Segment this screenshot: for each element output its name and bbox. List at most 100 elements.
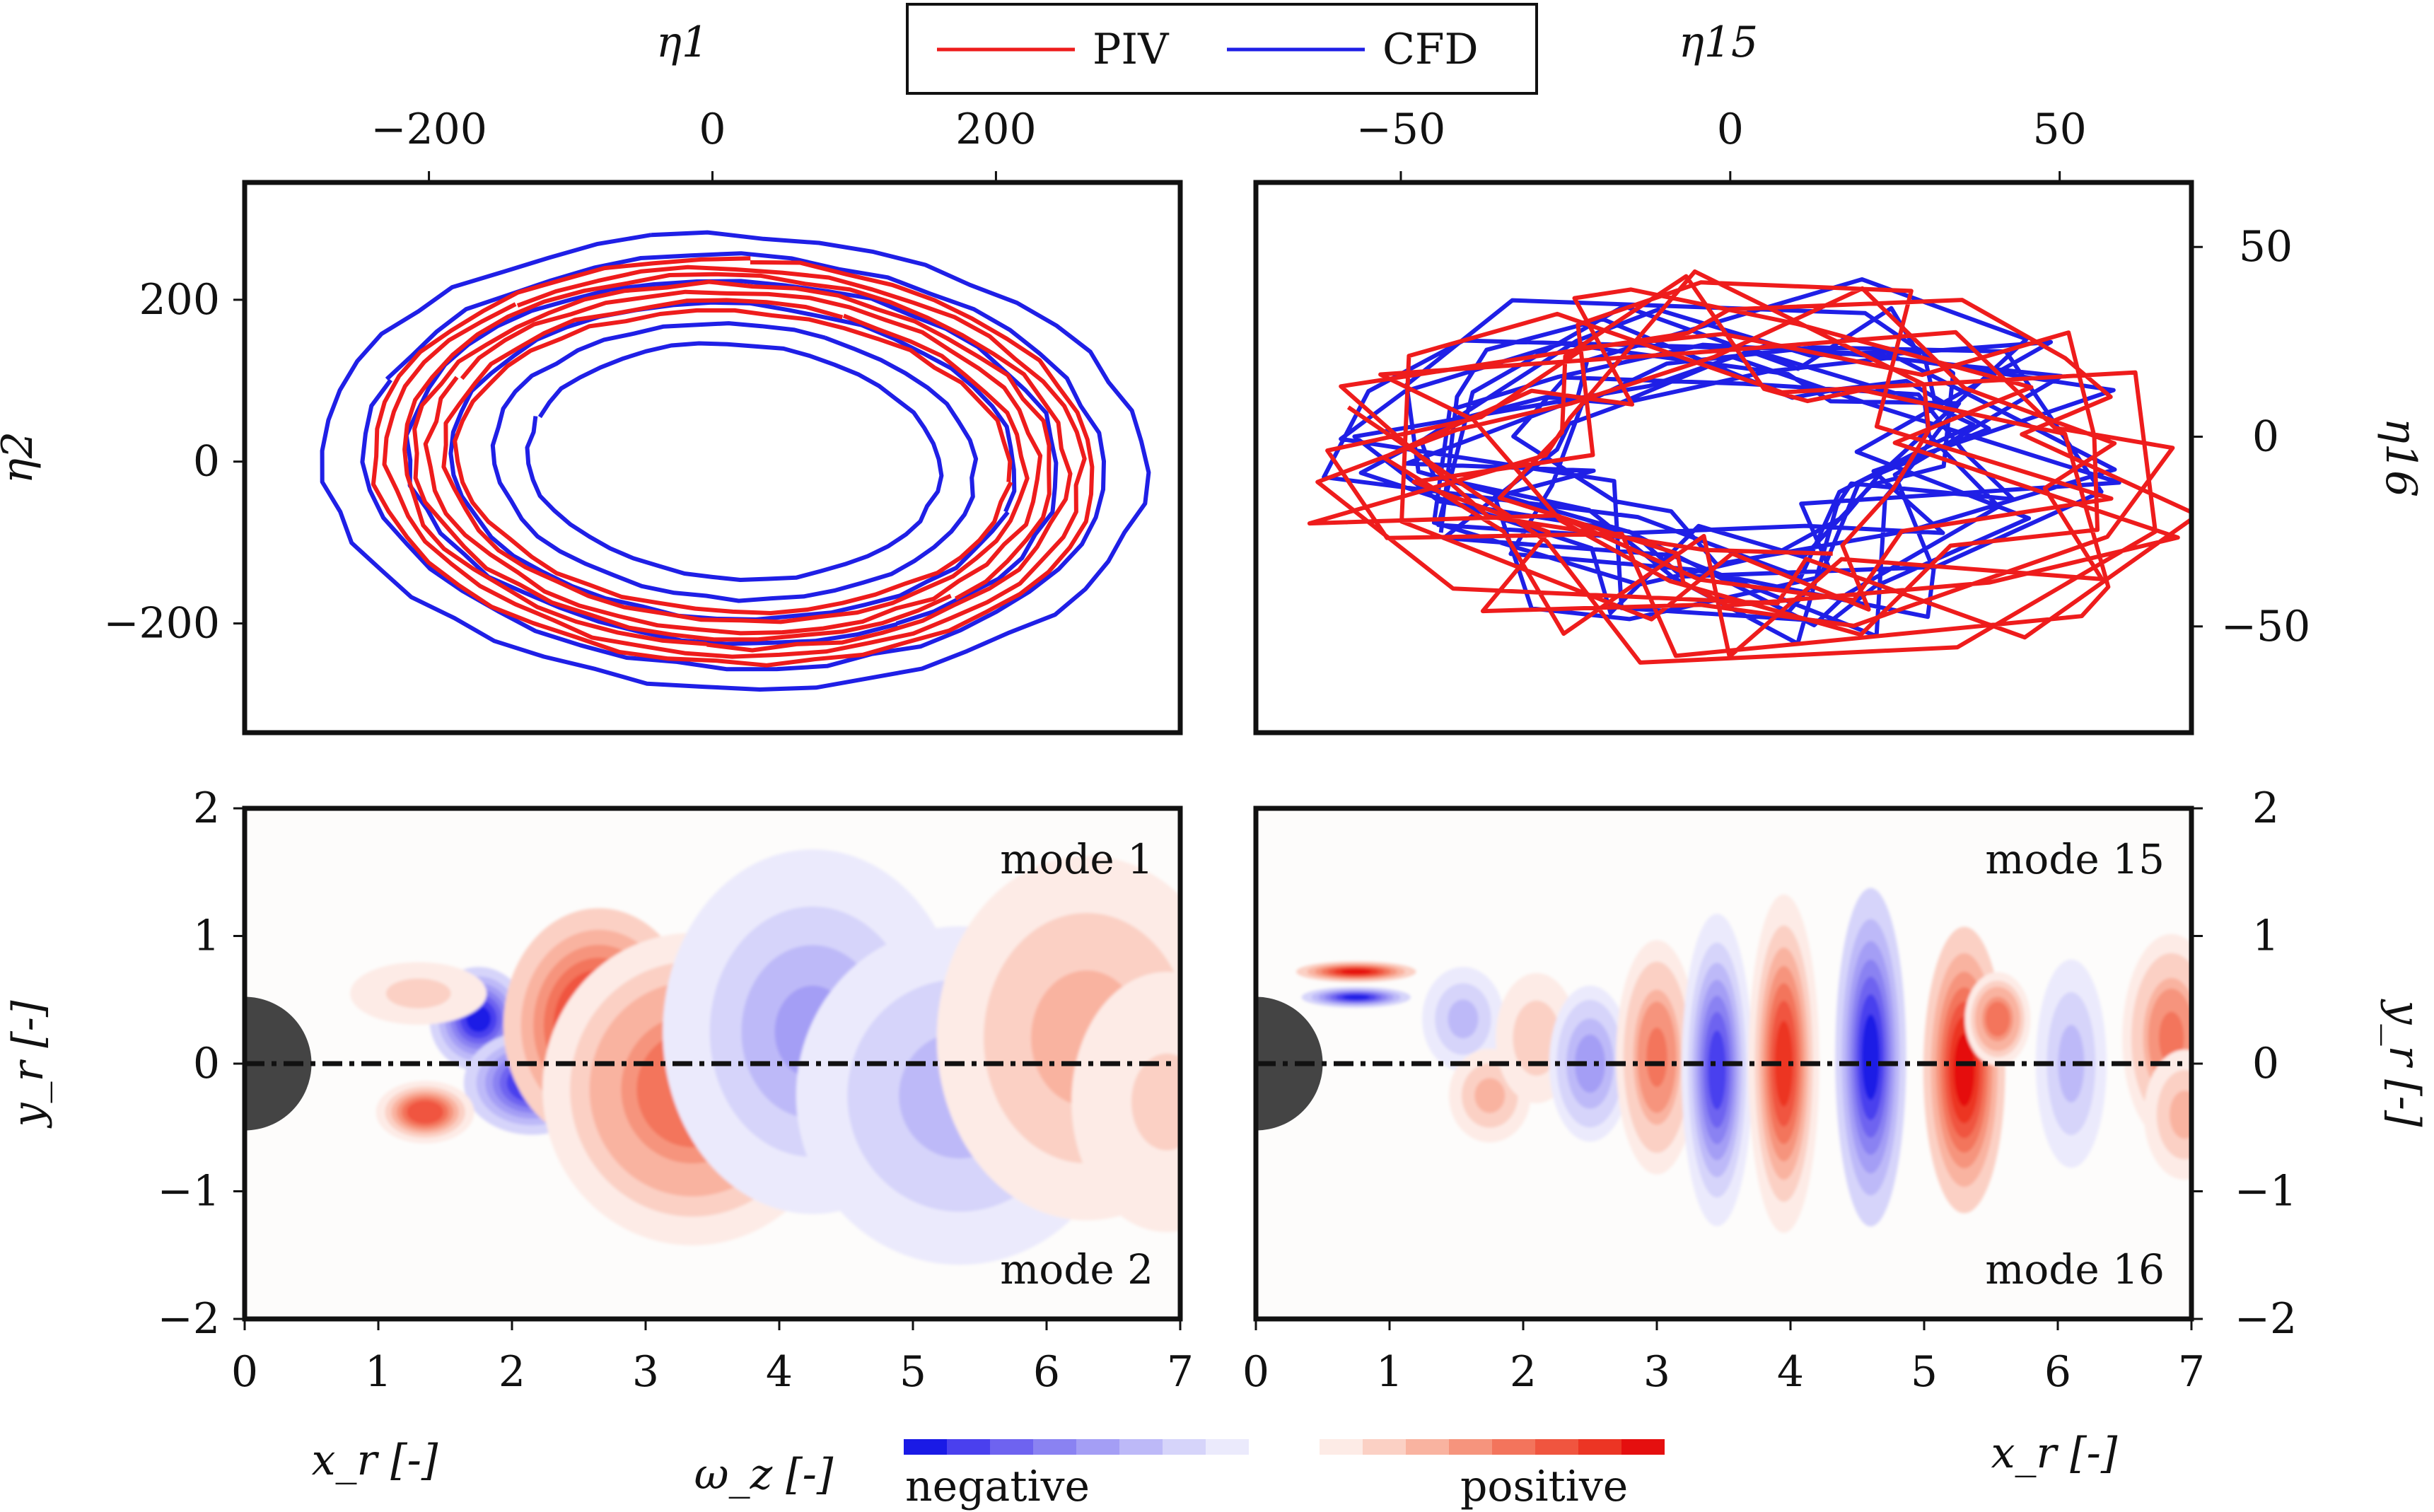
bottom-left-xtick-label: 3 bbox=[632, 1347, 659, 1397]
bottom-left-ytick-label: −1 bbox=[158, 1167, 220, 1216]
bottom-left-vortex-2-level-6 bbox=[412, 1104, 438, 1120]
bottom-right-vortex-12-level-6 bbox=[2062, 1037, 2080, 1091]
vorticity-map-mode-1-2: 0 1 2 3 4 5 6 7 −2 −1 0 1 2 mode 1 mode 2 bbox=[158, 784, 1194, 1397]
trajectory-cfd bbox=[1322, 277, 2121, 646]
colorbar-label: ω_z [-] bbox=[694, 1450, 834, 1499]
bottom-right-xtick-label: 4 bbox=[1777, 1347, 1804, 1397]
bottom-right-xtick-label: 3 bbox=[1643, 1347, 1670, 1397]
bottom-right-vortex-5-level-6 bbox=[1579, 1044, 1601, 1083]
bottom-right-ytick-label: 0 bbox=[2252, 1039, 2279, 1088]
orbit-piv-5 bbox=[441, 298, 1030, 624]
bottom-right-vortex-7-level-6 bbox=[1708, 1030, 1726, 1110]
bottom-left-xtick-label: 1 bbox=[365, 1347, 392, 1397]
top-left-xtick-label: 0 bbox=[699, 105, 726, 154]
top-left-ytick-label: −200 bbox=[103, 599, 220, 649]
orbit-cfd-5 bbox=[525, 341, 944, 582]
colorbar-negative-swatch bbox=[1033, 1439, 1076, 1455]
bottom-left-ytick-label: 2 bbox=[193, 784, 220, 833]
colorbar-positive-swatch bbox=[1363, 1439, 1406, 1455]
bottom-right-vortex-1-level-6 bbox=[1342, 994, 1370, 1000]
bottom-right-xlabel: x_r [-] bbox=[1991, 1429, 2118, 1478]
bottom-right-xtick-label: 0 bbox=[1242, 1347, 1269, 1397]
orbit-cfd-3 bbox=[448, 300, 1017, 622]
phase-portrait-mode-15-16: −50 0 50 −50 0 50 bbox=[1253, 105, 2311, 735]
bottom-right-xtick-label: 5 bbox=[1911, 1347, 1938, 1397]
colorbar-negative-swatch bbox=[1076, 1439, 1119, 1455]
bottom-right-vortex-11-level-6 bbox=[1989, 1007, 2006, 1031]
bottom-right-xtick-label: 7 bbox=[2178, 1347, 2205, 1397]
bottom-right-annotation-bottom: mode 16 bbox=[1985, 1245, 2165, 1293]
bottom-right-ytick-label: −1 bbox=[2235, 1167, 2297, 1216]
orbit-cfd-0 bbox=[320, 230, 1151, 692]
orbit-cfd-4 bbox=[490, 321, 979, 603]
bottom-left-vortex-9-level-6 bbox=[1142, 1069, 1180, 1135]
legend-label-cfd: CFD bbox=[1382, 25, 1479, 74]
colorbar-negative-swatch bbox=[1163, 1439, 1206, 1455]
colorbar-negative-label: negative bbox=[905, 1462, 1090, 1511]
colorbar-positive-swatch bbox=[1406, 1439, 1449, 1455]
bottom-left-xlabel: x_r [-] bbox=[312, 1436, 438, 1485]
bottom-right-ytick-label: −2 bbox=[2235, 1294, 2297, 1344]
bottom-left-xtick-label: 4 bbox=[766, 1347, 793, 1397]
colorbar-positive-swatches bbox=[1320, 1439, 1665, 1455]
top-right-xtick-label: −50 bbox=[1356, 105, 1446, 154]
top-right-ytick-label: 0 bbox=[2252, 412, 2279, 461]
top-left-xlabel: η1 bbox=[656, 18, 709, 67]
bottom-left-axes: 0 1 2 3 4 5 6 7 −2 −1 0 1 2 bbox=[158, 784, 1194, 1397]
colorbar-negative-swatch bbox=[904, 1439, 947, 1455]
top-right-ytick-label: −50 bbox=[2221, 602, 2311, 651]
legend-label-piv: PIV bbox=[1093, 25, 1170, 74]
orbit-cfd-2 bbox=[404, 279, 1059, 646]
top-left-ytick-label: 200 bbox=[139, 275, 220, 325]
top-right-frame bbox=[1253, 180, 2194, 735]
colorbar-negative-swatch bbox=[1206, 1439, 1249, 1455]
orbit-piv-3 bbox=[412, 279, 1052, 642]
colorbar-negative-swatch bbox=[990, 1439, 1033, 1455]
bottom-left-ytick-label: 0 bbox=[193, 1039, 220, 1088]
bottom-right-xtick-label: 2 bbox=[1510, 1347, 1537, 1397]
bottom-right-annotation-top: mode 15 bbox=[1985, 835, 2165, 883]
top-left-ylabel: η2 bbox=[0, 431, 42, 484]
top-right-xlabel: η15 bbox=[1679, 18, 1758, 67]
bottom-right-vortex-2-level-6 bbox=[1452, 1006, 1474, 1033]
bottom-right-vortex-6-level-6 bbox=[1646, 1027, 1667, 1087]
top-right-xtick-label: 0 bbox=[1717, 105, 1744, 154]
bottom-left-xtick-label: 6 bbox=[1033, 1347, 1060, 1397]
bottom-right-vortex-10-level-6 bbox=[1954, 1033, 1975, 1107]
top-left-axes: −200 0 200 −200 0 200 bbox=[103, 105, 1036, 649]
bottom-right-vortex-9-level-6 bbox=[1861, 1014, 1880, 1100]
top-right-ytick-label: 50 bbox=[2239, 222, 2293, 272]
bottom-right-vortex-14-level-6 bbox=[2174, 1098, 2191, 1132]
colorbar-negative-swatch bbox=[947, 1439, 990, 1455]
bottom-left-xtick-label: 7 bbox=[1167, 1347, 1194, 1397]
colorbar-negative-swatch bbox=[1119, 1439, 1163, 1455]
bottom-left-annotation-top: mode 1 bbox=[1000, 835, 1153, 883]
colorbar-positive-swatch bbox=[1320, 1439, 1363, 1455]
bottom-left-xtick-label: 0 bbox=[231, 1347, 258, 1397]
orbit-piv-0 bbox=[371, 256, 1095, 668]
colorbar-positive-label: positive bbox=[1460, 1462, 1628, 1511]
bottom-right-vortex-4-level-6 bbox=[1526, 1021, 1547, 1055]
top-right-ylabel: η16 bbox=[2376, 418, 2426, 497]
colorbar-positive-swatch bbox=[1449, 1439, 1492, 1455]
bottom-left-xtick-label: 2 bbox=[499, 1347, 525, 1397]
top-left-xtick-label: 200 bbox=[955, 105, 1037, 154]
legend: PIV CFD bbox=[906, 3, 1538, 95]
vorticity-map-mode-15-16: 0 1 2 3 4 5 6 7 −2 −1 0 1 2 mode 15 mode 16 bbox=[1242, 784, 2297, 1397]
trajectory-piv bbox=[1307, 269, 2191, 665]
bottom-right-vortex-3-level-6 bbox=[1479, 1083, 1501, 1107]
bottom-right-cylinder bbox=[1256, 996, 1323, 1131]
orbit-piv-1 bbox=[382, 264, 1087, 659]
bottom-left-vortex-3-level-6 bbox=[401, 985, 436, 1001]
colorbar-negative-swatches bbox=[904, 1439, 1249, 1455]
colorbar-positive-swatch bbox=[1621, 1439, 1665, 1455]
colorbar: ω_z [-] negative positive bbox=[694, 1439, 1665, 1511]
colorbar-positive-swatch bbox=[1578, 1439, 1621, 1455]
orbit-piv-2 bbox=[402, 272, 1073, 653]
orbit-piv-4 bbox=[423, 289, 1043, 636]
colorbar-positive-swatch bbox=[1535, 1439, 1578, 1455]
bottom-right-xtick-label: 1 bbox=[1376, 1347, 1403, 1397]
bottom-left-xtick-label: 5 bbox=[899, 1347, 926, 1397]
bottom-left-cylinder bbox=[245, 996, 312, 1131]
